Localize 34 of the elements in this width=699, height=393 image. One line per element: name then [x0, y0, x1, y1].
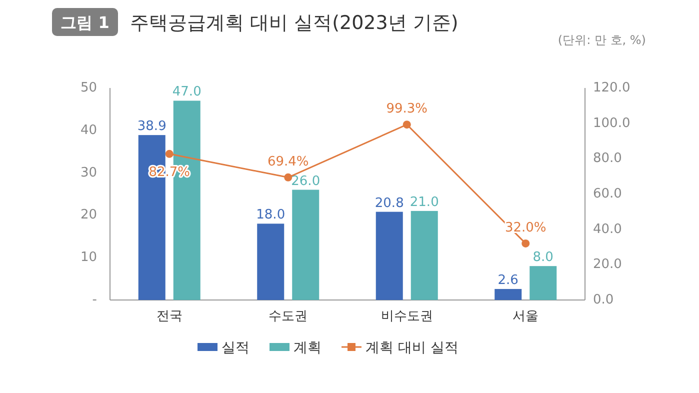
- y-tick-label: 50: [80, 80, 97, 96]
- legend-label: 실적: [222, 340, 250, 356]
- y-tick-label: 30: [80, 165, 97, 180]
- legend-label: 계획: [294, 340, 322, 356]
- y2-tick-label: 100.0: [593, 116, 630, 131]
- data-label: 26.0: [291, 174, 320, 189]
- data-label: 21.0: [410, 194, 439, 210]
- data-label: 99.3%: [386, 102, 428, 117]
- data-label: 20.8: [374, 196, 404, 211]
- chart-title: 주택공급계획 대비 실적(2023년 기준): [130, 12, 458, 34]
- text: (단위: 만 호, %): [558, 33, 646, 47]
- y-tick-label: 40: [80, 122, 97, 138]
- data-label: 69.4%: [267, 154, 309, 170]
- y2-tick-label: 80.0: [593, 151, 622, 166]
- y-tick-label: -: [92, 292, 98, 308]
- y2-tick-label: 20.0: [593, 257, 622, 272]
- x-tick-label: 서울: [512, 309, 539, 324]
- data-label: 38.9: [137, 119, 166, 134]
- legend-label: 계획 대비 실적: [366, 340, 458, 356]
- y2-tick-label: 60.0: [593, 186, 622, 202]
- data-label: 47.0: [172, 84, 202, 100]
- y-tick-label: 10: [80, 250, 97, 266]
- data-label: 8.0: [532, 250, 554, 266]
- x-tick-label: 전국: [156, 309, 182, 324]
- caption: 그림 1: [60, 13, 110, 32]
- data-label: 2.6: [498, 272, 518, 288]
- badge: 그림 1: [52, 8, 118, 36]
- x-tick-label: 수도권: [268, 309, 308, 324]
- y2-tick-label: 40.0: [593, 222, 622, 237]
- y-tick-label: 20: [80, 208, 97, 223]
- x-tick-label: 비수도권: [380, 309, 433, 324]
- y2-tick-label: 120.0: [593, 80, 630, 96]
- y2-tick-label: 0.0: [593, 292, 614, 308]
- data-label: 18.0: [256, 208, 286, 223]
